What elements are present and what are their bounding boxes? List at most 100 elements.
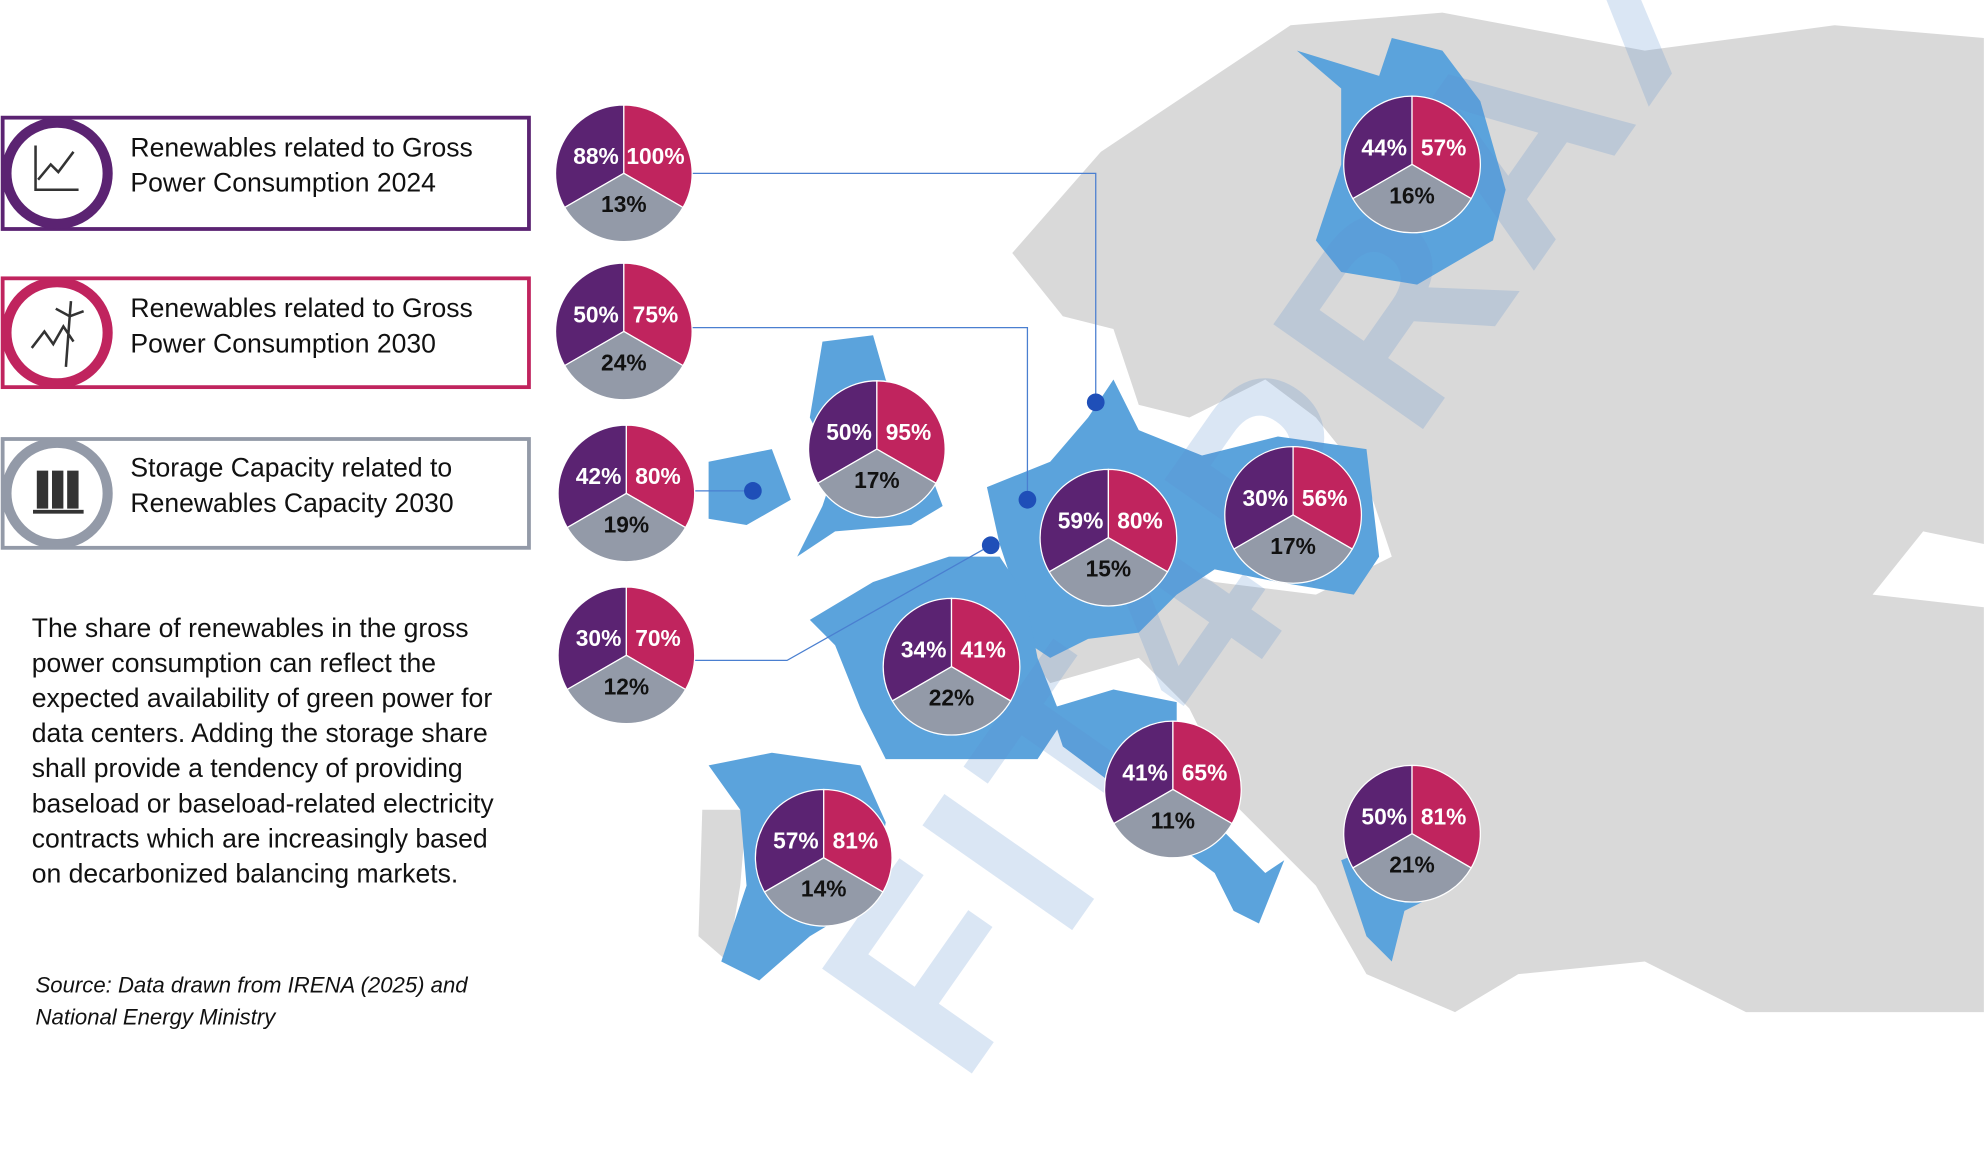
pie-value: 30%	[576, 625, 622, 651]
location-dot	[744, 482, 762, 500]
pie-value: 57%	[773, 828, 819, 854]
pie-value: 75%	[633, 301, 679, 327]
location-dot	[1018, 490, 1037, 509]
pie-value: 41%	[1122, 759, 1168, 785]
pie-value: 80%	[1117, 508, 1163, 534]
pie-sector	[1048, 536, 1169, 607]
icon-wind	[30, 301, 85, 367]
description-line: shall provide a tendency of providing	[32, 753, 463, 783]
pie-value: 95%	[886, 419, 932, 445]
pie-sector	[1351, 163, 1473, 234]
pie-value: 30%	[1242, 485, 1288, 511]
pie-value: 80%	[635, 463, 681, 489]
description-line: baseload or baseload-related electricity	[32, 788, 495, 818]
pie-sector	[754, 788, 825, 893]
europe-land	[1012, 12, 1984, 1013]
pie-sector	[876, 380, 946, 485]
pie-sector	[763, 857, 884, 927]
connector	[690, 172, 1097, 403]
pie-sector	[1343, 764, 1413, 869]
pie-sector	[1343, 95, 1413, 200]
pie-sector	[554, 104, 625, 209]
pie-value: 19%	[604, 511, 650, 537]
pie-sector	[1172, 720, 1242, 825]
pie-value: 17%	[1270, 533, 1316, 559]
pie-sector	[566, 654, 687, 725]
legend-label: Renewables related to Gross	[130, 132, 472, 162]
pie-sector	[625, 586, 696, 691]
source-line: Source: Data drawn from IRENA (2025) and	[36, 973, 469, 998]
source-line: National Energy Ministry	[36, 1004, 278, 1029]
pie-sector	[625, 424, 696, 529]
description-line: expected availability of green power for	[32, 683, 493, 713]
description-line: The share of renewables in the gross	[32, 613, 469, 643]
pie-value: 24%	[601, 349, 647, 375]
pie-sector	[1103, 720, 1174, 825]
icon-storage	[33, 470, 84, 514]
description-line: contracts which are increasingly based	[32, 823, 488, 853]
pie-sector	[1039, 468, 1110, 573]
legend-icon	[1, 277, 113, 389]
pie-value: 11%	[1151, 807, 1195, 833]
pie-value: 56%	[1302, 485, 1348, 511]
legend-label: Power Consumption 2024	[130, 168, 435, 198]
pie-sector	[882, 597, 953, 702]
description-line: data centers. Adding the storage share	[32, 718, 488, 748]
pie-sector	[1224, 445, 1294, 550]
pie-value: 13%	[601, 191, 647, 217]
pie-value: 100%	[626, 143, 684, 169]
description-line: power consumption can reflect the	[32, 648, 436, 678]
iberia-west	[698, 809, 747, 962]
legend-label: Storage Capacity related to	[130, 452, 452, 482]
pie-sector	[1411, 764, 1481, 869]
pie-sector	[554, 262, 625, 367]
pie-value: 81%	[833, 828, 879, 854]
legend-label: Power Consumption 2030	[130, 328, 435, 358]
pie-value: 12%	[604, 673, 650, 699]
pie-value: 50%	[573, 301, 619, 327]
description-line: on decarbonized balancing markets.	[32, 858, 459, 888]
connectors	[690, 172, 1097, 662]
pie-value: 21%	[1389, 852, 1435, 878]
icon-chart	[34, 145, 79, 192]
pie-sector	[623, 262, 693, 367]
legend-label: Renewables related to Gross	[130, 293, 472, 323]
pie-value: 50%	[826, 419, 872, 445]
connector	[690, 327, 1029, 500]
pie-value: 65%	[1182, 759, 1228, 785]
pie-value: 34%	[901, 637, 947, 663]
connector	[693, 544, 992, 662]
location-dot	[981, 536, 1000, 555]
pie-value: 81%	[1421, 804, 1467, 830]
pie-value: 44%	[1361, 134, 1407, 160]
pie-value: 22%	[929, 685, 975, 711]
pie-sector	[823, 788, 893, 893]
pie-value: 15%	[1086, 556, 1132, 582]
pie-sector	[1112, 788, 1233, 859]
pie-sector	[891, 666, 1012, 736]
pie-sector	[1351, 833, 1473, 903]
pie-sector	[950, 597, 1021, 702]
pie-sector	[1107, 468, 1178, 573]
pie-value: 42%	[576, 463, 622, 489]
legend-label: Renewables Capacity 2030	[130, 488, 453, 518]
pie-sector	[1292, 445, 1363, 550]
pie-value: 50%	[1361, 804, 1407, 830]
pie-value: 17%	[854, 467, 900, 493]
pie-sector	[566, 492, 687, 563]
legend	[0, 115, 531, 550]
pie-sector	[557, 586, 628, 691]
pie-value: 14%	[801, 876, 847, 902]
pie-sector	[563, 330, 684, 401]
legend-icon	[1, 117, 113, 229]
pie-sector	[816, 448, 937, 518]
pie-sector	[807, 380, 878, 485]
pie-value: 41%	[960, 637, 1006, 663]
pie-sector	[623, 104, 693, 209]
pie-value: 70%	[635, 625, 681, 651]
pie-sector	[563, 172, 684, 243]
pie-value: 16%	[1389, 182, 1435, 208]
pie-value: 57%	[1421, 134, 1467, 160]
